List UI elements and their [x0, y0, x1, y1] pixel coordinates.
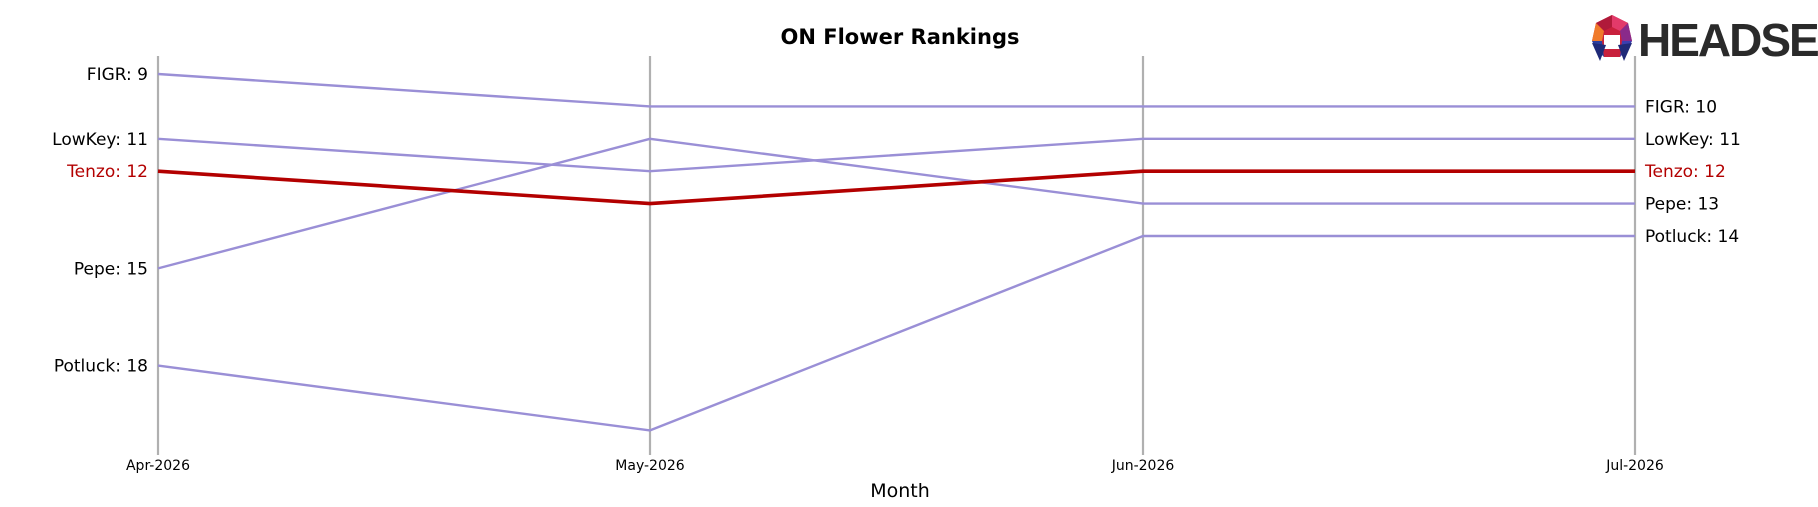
series-line-pepe [157, 137, 1635, 270]
right-label-lowkey: LowKey: 11 [1645, 130, 1741, 150]
x-tick-labels: Apr-2026 May-2026 Jun-2026 Jul-2026 [126, 458, 1664, 474]
right-label-figr: FIGR: 10 [1645, 97, 1717, 117]
series-line-potluck [157, 234, 1635, 432]
x-tick-jun-2026: Jun-2026 [1111, 458, 1175, 474]
month-gridlines [156, 56, 1637, 455]
series-end-labels: FIGR: 9 FIGR: 10 LowKey: 11 LowKey: 11 Pepe:… [52, 65, 1741, 377]
x-tick-jul-2026: Jul-2026 [1605, 458, 1664, 474]
x-tick-may-2026: May-2026 [615, 458, 684, 474]
headset-logo-text: HEADSET [1638, 14, 1818, 66]
right-label-potluck: Potluck: 14 [1645, 227, 1739, 247]
headset-logo-icon [1592, 15, 1632, 61]
series-line-lowkey [157, 137, 1635, 173]
left-label-tenzo: Tenzo: 12 [66, 162, 148, 182]
right-label-pepe: Pepe: 13 [1645, 195, 1719, 215]
series-line-figr [157, 72, 1635, 108]
left-label-lowkey: LowKey: 11 [52, 130, 148, 150]
left-label-potluck: Potluck: 18 [54, 357, 148, 377]
left-label-pepe: Pepe: 15 [74, 259, 148, 279]
x-axis-label: Month [870, 480, 930, 502]
right-label-tenzo: Tenzo: 12 [1644, 162, 1726, 182]
headset-logo: HEADSET [1592, 14, 1818, 66]
left-label-figr: FIGR: 9 [87, 65, 148, 85]
series-line-tenzo [157, 169, 1635, 206]
x-tick-apr-2026: Apr-2026 [126, 458, 190, 474]
chart-title: ON Flower Rankings [781, 25, 1020, 49]
series-lines [157, 72, 1635, 432]
